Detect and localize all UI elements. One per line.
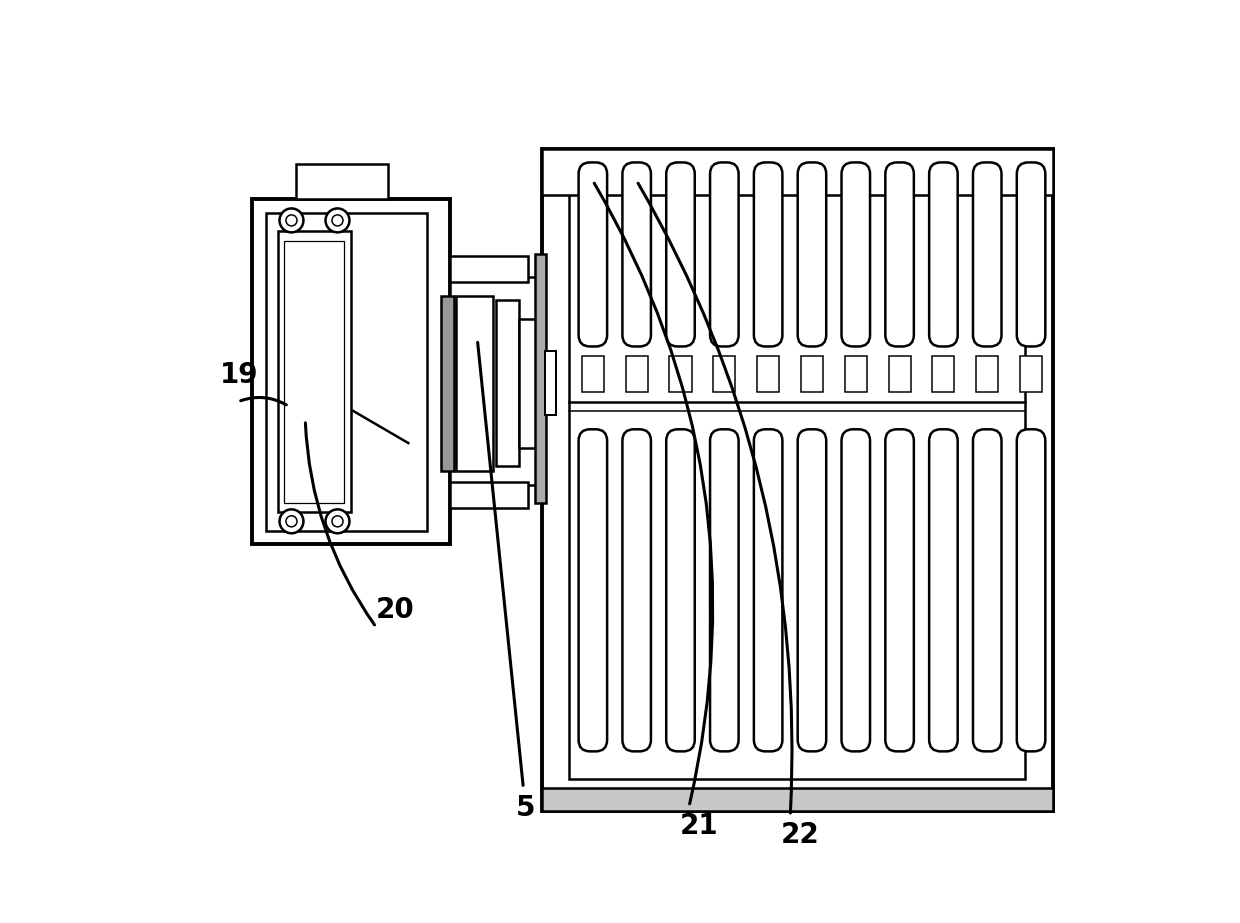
FancyBboxPatch shape — [711, 429, 739, 751]
Bar — [844, 355, 867, 392]
FancyBboxPatch shape — [622, 162, 651, 346]
Circle shape — [279, 509, 304, 533]
Bar — [536, 255, 547, 503]
Bar — [626, 355, 647, 392]
Bar — [801, 355, 823, 392]
FancyBboxPatch shape — [754, 162, 782, 346]
Bar — [456, 296, 494, 471]
Bar — [450, 482, 528, 508]
Bar — [542, 788, 1053, 811]
FancyBboxPatch shape — [797, 429, 826, 751]
Bar — [542, 149, 1053, 811]
Bar — [450, 257, 528, 282]
Circle shape — [332, 516, 343, 527]
Circle shape — [279, 209, 304, 233]
Text: 5: 5 — [516, 794, 536, 821]
Text: 19: 19 — [219, 361, 258, 390]
FancyBboxPatch shape — [885, 429, 914, 751]
FancyBboxPatch shape — [842, 162, 870, 346]
Bar — [450, 278, 542, 485]
Bar — [976, 355, 998, 392]
Circle shape — [326, 509, 350, 533]
Bar — [569, 176, 1025, 779]
Bar — [284, 241, 343, 503]
Text: 21: 21 — [680, 812, 718, 840]
FancyBboxPatch shape — [666, 162, 694, 346]
Bar — [582, 355, 604, 392]
FancyBboxPatch shape — [797, 162, 826, 346]
Bar — [542, 149, 1053, 195]
FancyBboxPatch shape — [973, 429, 1002, 751]
FancyBboxPatch shape — [929, 429, 957, 751]
Bar — [278, 232, 351, 512]
FancyBboxPatch shape — [885, 162, 914, 346]
Bar — [670, 355, 692, 392]
Bar — [758, 355, 779, 392]
FancyBboxPatch shape — [1017, 162, 1045, 346]
Bar — [544, 351, 556, 415]
Circle shape — [286, 215, 298, 226]
FancyBboxPatch shape — [929, 162, 957, 346]
Bar — [889, 355, 910, 392]
FancyBboxPatch shape — [666, 429, 694, 751]
FancyBboxPatch shape — [711, 162, 739, 346]
Circle shape — [326, 209, 350, 233]
Bar — [496, 301, 518, 466]
Bar — [518, 318, 544, 448]
FancyBboxPatch shape — [973, 162, 1002, 346]
FancyBboxPatch shape — [842, 429, 870, 751]
Circle shape — [332, 215, 343, 226]
FancyBboxPatch shape — [1017, 429, 1045, 751]
Bar — [252, 199, 450, 545]
Circle shape — [286, 516, 298, 527]
Text: 20: 20 — [376, 596, 415, 624]
FancyBboxPatch shape — [754, 429, 782, 751]
Text: 22: 22 — [781, 821, 820, 849]
FancyBboxPatch shape — [579, 162, 608, 346]
Bar — [713, 355, 735, 392]
Bar — [265, 213, 427, 531]
Bar — [1021, 355, 1042, 392]
Bar — [440, 296, 454, 471]
Bar — [932, 355, 955, 392]
FancyBboxPatch shape — [622, 429, 651, 751]
FancyBboxPatch shape — [579, 429, 608, 751]
Bar — [296, 164, 388, 199]
